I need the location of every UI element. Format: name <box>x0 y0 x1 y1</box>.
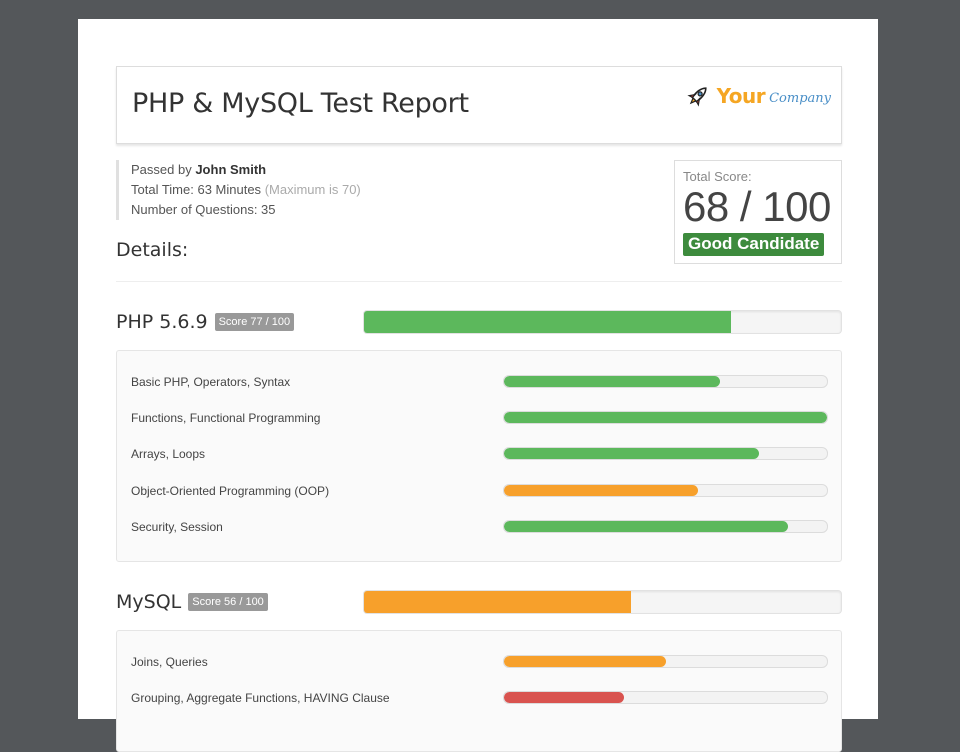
total-score-label: Total Score: <box>683 169 752 184</box>
topic-row: Security, Session <box>117 518 841 538</box>
question-count: Number of Questions: 35 <box>131 202 276 217</box>
topic-progress-bar <box>503 447 828 460</box>
section-progress-fill <box>364 591 632 613</box>
candidate-info: Passed by John Smith Total Time: 63 Minu… <box>116 160 361 220</box>
topic-list-mysql: Joins, Queries Grouping, Aggregate Funct… <box>116 630 842 752</box>
verdict-badge: Good Candidate <box>683 233 825 256</box>
topic-label: Object-Oriented Programming (OOP) <box>131 484 330 498</box>
rocket-icon <box>687 87 707 107</box>
logo-text-main: Your <box>716 84 766 108</box>
section-score-badge: Score 77 / 100 <box>214 313 295 331</box>
report-page: PHP & MySQL Test Report Your Company Pas… <box>78 19 878 752</box>
topic-progress-fill <box>504 656 666 667</box>
section-progress-bar <box>363 590 842 614</box>
topic-progress-bar <box>503 691 828 704</box>
passed-by-label: Passed by <box>131 162 192 177</box>
topic-row: Arrays, Loops <box>117 445 841 465</box>
topic-progress-fill <box>504 376 721 387</box>
topic-row: Functions, Functional Programming <box>117 409 841 429</box>
topic-label: Security, Session <box>131 520 223 534</box>
topic-row: Basic PHP, Operators, Syntax <box>117 373 841 393</box>
section-progress-fill <box>364 311 732 333</box>
max-time: (Maximum is 70) <box>264 182 361 197</box>
topic-row: Object-Oriented Programming (OOP) <box>117 482 841 502</box>
total-time: Total Time: 63 Minutes <box>131 182 262 197</box>
section-score-badge: Score 56 / 100 <box>188 593 268 611</box>
section-name: MySQL <box>116 591 182 613</box>
section-name: PHP 5.6.9 <box>116 311 208 333</box>
topic-progress-bar <box>503 375 828 388</box>
topic-label: Joins, Queries <box>131 655 208 669</box>
section-title-php: PHP 5.6.9 Score 77 / 100 <box>116 311 295 333</box>
topic-progress-fill <box>504 521 789 532</box>
topic-progress-bar <box>503 520 828 533</box>
total-score-value: 68 / 100 <box>683 183 831 230</box>
logo-text-sub: Company <box>769 90 831 106</box>
section-progress-bar <box>363 310 842 334</box>
total-time-line: Total Time: 63 Minutes (Maximum is 70) <box>131 180 361 200</box>
topic-progress-bar <box>503 411 828 424</box>
topic-label: Basic PHP, Operators, Syntax <box>131 375 291 389</box>
topic-progress-fill <box>504 412 827 423</box>
topic-list-php: Basic PHP, Operators, Syntax Functions, … <box>116 350 842 562</box>
topic-label: Grouping, Aggregate Functions, HAVING Cl… <box>131 691 390 705</box>
details-heading: Details: <box>116 239 189 261</box>
report-header: PHP & MySQL Test Report Your Company <box>116 66 842 144</box>
total-score-box: Total Score: 68 / 100 Good Candidate <box>674 160 842 264</box>
passed-by-line: Passed by John Smith <box>131 160 361 180</box>
topic-row: Joins, Queries <box>117 653 841 673</box>
topic-progress-fill <box>504 448 760 459</box>
topic-progress-fill <box>504 485 698 496</box>
topic-row: Grouping, Aggregate Functions, HAVING Cl… <box>117 689 841 709</box>
topic-label: Arrays, Loops <box>131 447 206 461</box>
divider <box>116 281 842 282</box>
company-logo: Your Company <box>685 83 831 109</box>
topic-progress-bar <box>503 484 828 497</box>
section-title-mysql: MySQL Score 56 / 100 <box>116 591 268 613</box>
candidate-name: John Smith <box>195 162 267 177</box>
topic-label: Functions, Functional Programming <box>131 411 321 425</box>
topic-progress-bar <box>503 655 828 668</box>
report-title: PHP & MySQL Test Report <box>132 88 469 119</box>
topic-progress-fill <box>504 692 624 703</box>
